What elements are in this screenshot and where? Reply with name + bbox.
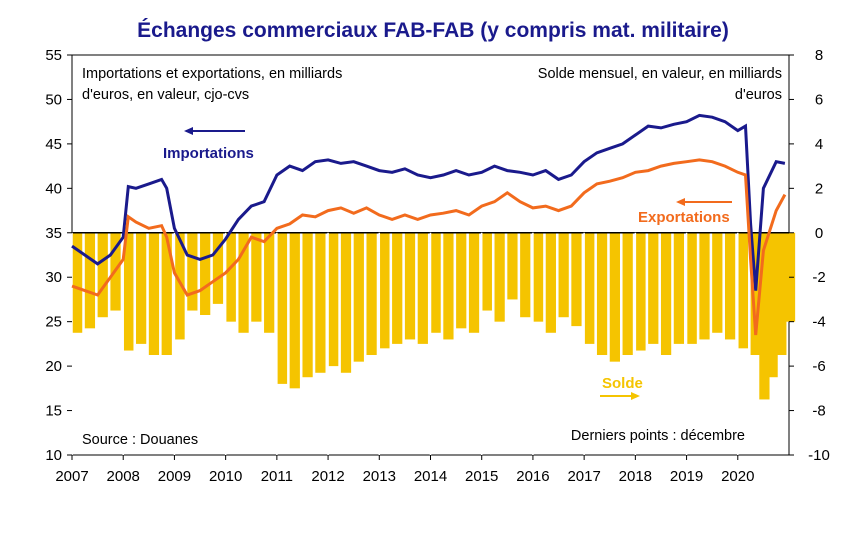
solde-bar — [559, 233, 569, 317]
solde-bar — [635, 233, 645, 351]
solde-bar — [623, 233, 633, 355]
solde-bar — [366, 233, 376, 355]
solde-bar — [597, 233, 607, 355]
chart-title: Échanges commerciaux FAB-FAB (y compris … — [137, 19, 729, 42]
x-tick-label: 2016 — [516, 468, 549, 485]
y-left-tick-label: 15 — [45, 403, 62, 420]
last-points-note: Derniers points : décembre — [571, 428, 745, 444]
exportations-label: Exportations — [638, 209, 730, 226]
x-tick-label: 2013 — [363, 468, 396, 485]
solde-bar — [661, 233, 671, 355]
right-axis-note-line2: d'euros — [735, 87, 782, 103]
left-axis-note-line1: Importations et exportations, en milliar… — [82, 66, 342, 82]
solde-bar — [546, 233, 556, 333]
solde-bar — [405, 233, 415, 340]
x-tick-label: 2015 — [465, 468, 498, 485]
x-tick-label: 2019 — [670, 468, 703, 485]
solde-bar — [610, 233, 620, 362]
solde-bar — [482, 233, 492, 311]
x-tick-label: 2009 — [158, 468, 191, 485]
y-right-tick-label: 0 — [815, 225, 823, 242]
solde-bar — [290, 233, 300, 389]
solde-bar — [302, 233, 312, 377]
solde-bar — [738, 233, 748, 349]
y-left-tick-label: 40 — [45, 180, 62, 197]
solde-bar — [136, 233, 146, 344]
solde-bar — [200, 233, 210, 315]
y-right-tick-label: -10 — [808, 447, 830, 464]
solde-bar — [328, 233, 338, 366]
x-axis-ticks: 2007 2008 2009 2010 2011 2012 2013 2014 2015 2016… — [55, 455, 754, 485]
x-tick-label: 2010 — [209, 468, 242, 485]
x-tick-label: 2007 — [55, 468, 88, 485]
right-axis-note-line1: Solde mensuel, en valeur, en milliards — [538, 66, 782, 82]
y-right-tick-label: 2 — [815, 180, 823, 197]
importations-label: Importations — [163, 145, 254, 162]
y-left-tick-label: 45 — [45, 136, 62, 153]
solde-bar — [431, 233, 441, 333]
solde-bar — [354, 233, 364, 362]
y-left-tick-label: 20 — [45, 358, 62, 375]
x-tick-label: 2008 — [107, 468, 140, 485]
y-right-tick-label: 6 — [815, 91, 823, 108]
solde-bar — [507, 233, 517, 300]
source-note: Source : Douanes — [82, 432, 198, 448]
left-axis-note-line2: d'euros, en valeur, cjo-cvs — [82, 87, 249, 103]
solde-bar — [687, 233, 697, 344]
x-tick-label: 2020 — [721, 468, 754, 485]
y-right-tick-label: -4 — [812, 314, 825, 331]
y-right-tick-label: 8 — [815, 47, 823, 64]
solde-label: Solde — [602, 375, 643, 392]
solde-bar — [520, 233, 530, 317]
solde-bar — [469, 233, 479, 333]
solde-bar — [725, 233, 735, 340]
y-left-tick-label: 30 — [45, 269, 62, 286]
solde-bar — [379, 233, 389, 349]
y-right-tick-label: -8 — [812, 403, 825, 420]
solde-bar — [699, 233, 709, 340]
solde-bar — [187, 233, 197, 311]
solde-bar — [571, 233, 581, 326]
solde-bar — [648, 233, 658, 344]
solde-bar — [251, 233, 261, 322]
solde-bar — [584, 233, 594, 344]
solde-bar — [149, 233, 159, 355]
x-tick-label: 2014 — [414, 468, 447, 485]
y-right-tick-label: -6 — [812, 358, 825, 375]
solde-bar — [277, 233, 287, 384]
solde-bar — [418, 233, 428, 344]
y-right-tick-label: -2 — [812, 269, 825, 286]
solde-bar — [341, 233, 351, 373]
solde-bar — [674, 233, 684, 344]
solde-bar — [392, 233, 402, 344]
solde-bar — [315, 233, 325, 373]
y-left-tick-label: 50 — [45, 91, 62, 108]
solde-bar — [226, 233, 236, 322]
x-tick-label: 2018 — [619, 468, 652, 485]
solde-bar — [712, 233, 722, 333]
solde-bar — [264, 233, 274, 333]
solde-bar — [85, 233, 95, 329]
y-left-tick-label: 55 — [45, 47, 62, 64]
x-tick-label: 2017 — [567, 468, 600, 485]
y-left-tick-label: 25 — [45, 314, 62, 331]
y-left-tick-label: 35 — [45, 225, 62, 242]
solde-bar — [533, 233, 543, 322]
y-right-tick-label: 4 — [815, 136, 823, 153]
x-tick-label: 2011 — [261, 468, 293, 485]
solde-bar — [456, 233, 466, 329]
solde-bar — [495, 233, 505, 322]
solde-bar — [98, 233, 108, 317]
x-tick-label: 2012 — [311, 468, 344, 485]
y-axis-left-ticks: 55 50 45 40 35 30 25 20 15 10 — [45, 47, 72, 464]
solde-bar — [443, 233, 453, 340]
y-left-tick-label: 10 — [45, 447, 62, 464]
